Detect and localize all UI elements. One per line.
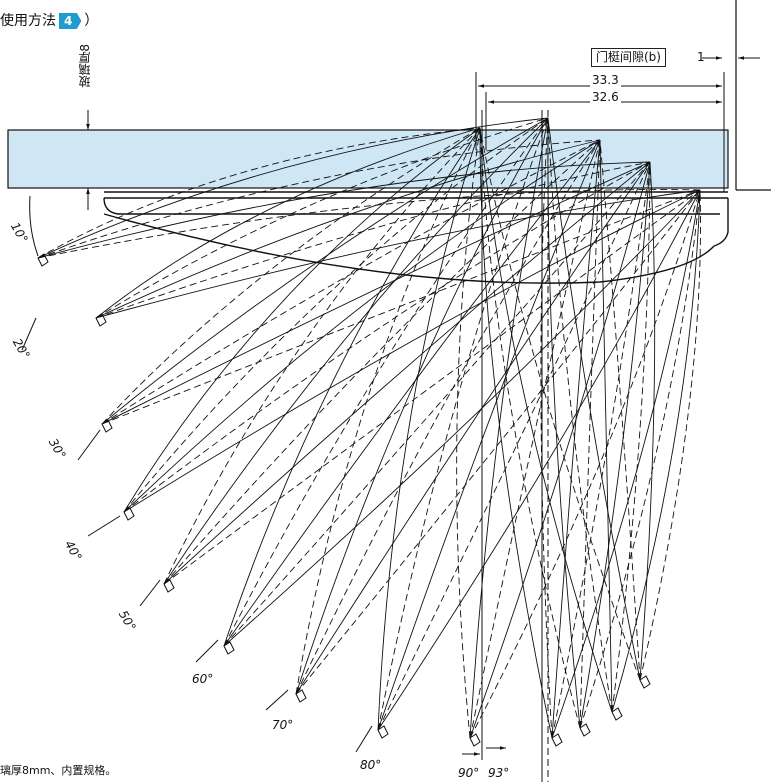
- swing-path: [551, 139, 601, 739]
- swing-path: [579, 139, 601, 729]
- swing-path: [95, 127, 481, 319]
- door-edge-tip: [295, 689, 307, 703]
- swing-path: [599, 139, 641, 681]
- usage-reference: 使用方法 4 ）: [0, 12, 98, 30]
- door-edge-tip: [101, 419, 113, 433]
- swing-path: [639, 161, 656, 681]
- glass-panel: [7, 129, 729, 189]
- swing-path: [163, 189, 701, 585]
- usage-badge: 4: [59, 13, 82, 29]
- door-edge-tip: [223, 641, 235, 655]
- swing-path: [37, 117, 549, 259]
- footnote: 璃厚8mm、内置规格。: [0, 764, 117, 777]
- swing-path: [551, 189, 701, 739]
- swing-path: [479, 127, 553, 739]
- usage-suffix: ）: [84, 13, 99, 29]
- swing-path: [377, 127, 481, 731]
- swing-path: [163, 139, 601, 585]
- usage-prefix: 使用方法: [0, 13, 56, 29]
- swing-path: [123, 117, 549, 513]
- swing-path: [547, 117, 613, 713]
- swing-path: [547, 117, 581, 729]
- swing-path: [37, 161, 651, 259]
- swing-path: [295, 117, 549, 695]
- angle-arcs: [21, 195, 373, 753]
- swing-path: [469, 117, 549, 739]
- angle-label-70: 70°: [272, 718, 294, 732]
- swing-path: [101, 189, 701, 425]
- swing-lines: [37, 117, 701, 747]
- dimension-outer: 33.3: [590, 73, 621, 87]
- swing-path: [223, 127, 481, 647]
- glass-thickness-label: 玻璃厚8: [78, 44, 92, 88]
- swing-path: [295, 139, 601, 695]
- swing-path: [123, 127, 481, 513]
- swing-path: [611, 189, 701, 713]
- angle-label-93: 93°: [488, 766, 510, 780]
- angle-label-60: 60°: [192, 672, 214, 686]
- door-edge-tip: [377, 725, 389, 739]
- door-edge-tip: [163, 579, 175, 593]
- swing-path: [223, 117, 549, 647]
- door-edge-tip: [37, 253, 49, 267]
- swing-path: [37, 127, 481, 259]
- swing-path: [95, 117, 549, 319]
- door-edge-tip: [579, 723, 591, 737]
- swing-path: [163, 117, 549, 585]
- door-edge-tip: [95, 313, 107, 327]
- gap-value: 1: [697, 50, 705, 64]
- door-frame-gap-label: 门梃间隙(b): [591, 48, 666, 67]
- swing-path: [377, 139, 601, 731]
- swing-path: [551, 161, 651, 739]
- swing-path: [377, 161, 651, 731]
- swing-path: [579, 161, 651, 729]
- door-edge-tip: [639, 675, 651, 689]
- reference-verticals: [462, 110, 549, 782]
- swing-path: [469, 139, 601, 739]
- swing-path: [163, 161, 651, 585]
- angle-label-90: 90°: [458, 766, 480, 780]
- swing-path: [479, 127, 613, 713]
- swing-path: [123, 189, 701, 513]
- title-fragment: [0, 0, 46, 4]
- swing-path: [540, 117, 553, 739]
- swing-path: [101, 139, 601, 425]
- swing-path: [295, 189, 701, 695]
- swing-path: [479, 127, 581, 729]
- swing-path: [469, 161, 651, 739]
- swing-path: [95, 139, 601, 319]
- swing-path: [95, 189, 701, 319]
- swing-path: [547, 117, 641, 681]
- swing-path: [223, 189, 701, 647]
- swing-path: [37, 189, 701, 259]
- swing-path: [163, 127, 481, 585]
- door-edge-tip: [611, 707, 623, 721]
- swing-path: [456, 127, 481, 739]
- swing-path: [469, 189, 701, 739]
- swing-path: [123, 139, 601, 513]
- swing-path: [223, 139, 601, 647]
- swing-path: [639, 189, 701, 681]
- dimension-inner: 32.6: [590, 90, 621, 104]
- swing-path: [101, 161, 651, 425]
- swing-path: [599, 139, 613, 713]
- door-edge-tip: [551, 733, 563, 747]
- swing-path: [295, 127, 481, 695]
- swing-path: [377, 117, 549, 731]
- door-edge-tip: [469, 733, 481, 747]
- swing-path: [37, 139, 601, 259]
- swing-path: [223, 161, 651, 647]
- door-frame: [735, 0, 771, 191]
- angle-label-80: 80°: [360, 758, 382, 772]
- door-edge-tip: [123, 507, 135, 521]
- swing-path: [101, 127, 481, 425]
- swing-path: [611, 161, 651, 713]
